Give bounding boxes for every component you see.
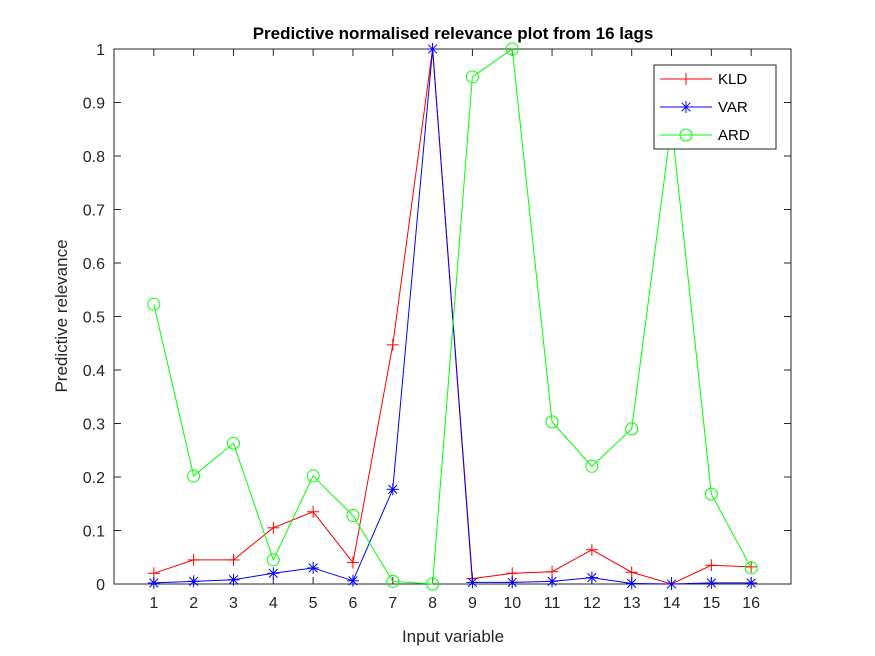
data-point-ard [465,70,479,84]
legend-marker-ard [679,128,693,142]
x-tick-label: 15 [702,595,720,612]
data-point-var [585,571,598,584]
x-tick-label: 12 [583,595,601,612]
data-point-ard [266,553,280,567]
data-point-ard [226,436,240,450]
data-point-ard [147,297,161,311]
legend-label-var: VAR [718,99,748,116]
data-point-ard [505,42,519,56]
x-tick-label: 8 [428,595,437,612]
data-point-var [187,575,200,588]
data-point-kld [227,553,240,566]
x-tick-label: 9 [468,595,477,612]
data-point-ard [426,577,440,591]
x-tick-label: 4 [269,595,278,612]
data-point-var [267,567,280,580]
data-point-var [227,573,240,586]
y-tick-label: 0.1 [83,524,105,541]
data-point-var [506,576,519,589]
data-point-var [705,576,718,589]
data-point-var [625,577,638,590]
data-point-var [466,576,479,589]
y-tick-label: 0.9 [83,96,105,113]
data-point-ard [545,415,559,429]
legend-entry-kld: KLD [660,71,747,88]
x-tick-label: 1 [149,595,158,612]
data-point-kld [705,559,718,572]
data-point-kld [346,556,359,569]
data-point-kld [386,338,399,351]
legend: KLD VAR ARD [653,64,777,150]
series-var [147,43,758,590]
data-point-kld [307,505,320,518]
y-tick-label: 0.4 [83,363,105,380]
data-point-var [426,43,439,55]
y-tick-label: 0.3 [83,417,105,434]
legend-marker-kld [680,73,692,85]
legend-entry-var: VAR [660,99,748,116]
data-point-ard [625,422,639,436]
data-point-var [745,576,758,589]
data-point-var [546,575,559,588]
x-tick-label: 2 [189,595,198,612]
y-axis-label: Predictive relevance [52,239,71,392]
x-tick-label: 3 [229,595,238,612]
x-tick-label: 6 [348,595,357,612]
data-point-kld [625,566,638,579]
data-point-ard [744,561,758,575]
data-point-ard [386,574,400,588]
data-point-ard [187,469,201,483]
series-layer [147,42,758,591]
legend-entry-ard: ARD [660,127,750,144]
axis-ticks: 1 2 3 4 5 6 7 8 9 10 11 12 13 14 15 1600.10.20.30.40.50… [83,42,791,612]
data-point-var [147,576,160,589]
data-point-var [386,483,399,496]
data-point-kld [745,560,758,573]
y-tick-label: 0.8 [83,149,105,166]
x-tick-label: 5 [309,595,318,612]
data-point-ard [704,487,718,501]
data-point-kld [585,543,598,556]
data-point-ard [585,459,599,473]
chart-title: Predictive normalised relevance plot fro… [253,24,654,43]
series-ard [147,42,758,591]
data-point-kld [267,521,280,534]
x-tick-label: 13 [623,595,641,612]
data-point-var [346,574,359,587]
y-tick-label: 0.5 [83,310,105,327]
x-tick-label: 10 [503,595,521,612]
series-line-var [153,48,752,585]
legend-label-ard: ARD [718,127,750,144]
y-tick-label: 0 [96,577,105,594]
data-point-var [307,561,320,574]
x-tick-label: 7 [388,595,397,612]
y-tick-label: 0.6 [83,256,105,273]
data-point-kld [187,553,200,566]
series-line-ard [153,48,752,585]
x-tick-label: 16 [742,595,760,612]
legend-label-kld: KLD [718,71,747,88]
y-tick-label: 0.7 [83,203,105,220]
x-axis-label: Input variable [402,627,504,646]
y-tick-label: 0.2 [83,470,105,487]
data-point-ard [346,509,360,523]
data-point-ard [306,469,320,483]
x-tick-label: 14 [663,595,681,612]
x-tick-label: 11 [544,595,561,612]
y-tick-label: 1 [96,42,105,59]
legend-marker-var [680,101,692,113]
data-point-var [665,578,678,590]
